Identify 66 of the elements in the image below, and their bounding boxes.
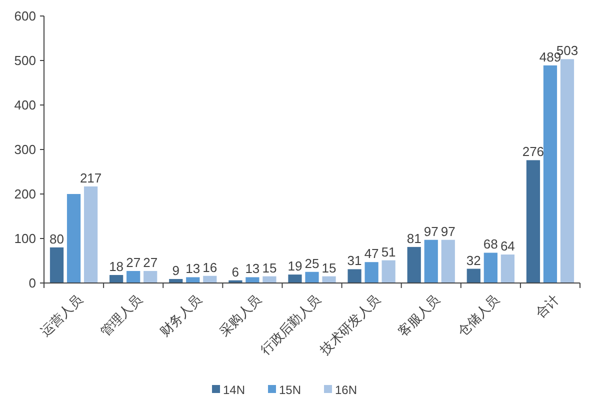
data-label: 276 <box>522 144 544 160</box>
legend-label: 16N <box>335 383 358 398</box>
data-label: 97 <box>424 224 438 239</box>
bar <box>305 272 319 283</box>
data-label: 19 <box>288 258 302 274</box>
bar <box>466 268 480 283</box>
data-label: 15 <box>322 260 336 276</box>
bar <box>203 276 217 283</box>
bar <box>84 186 98 283</box>
data-label: 13 <box>245 261 260 276</box>
data-label: 51 <box>381 244 396 260</box>
data-label: 68 <box>483 236 498 252</box>
data-label: 27 <box>143 254 158 270</box>
x-tick-label: 仓储人员 <box>454 292 502 340</box>
bar <box>441 240 455 283</box>
data-label: 9 <box>172 262 180 278</box>
data-label: 27 <box>126 254 141 270</box>
data-label: 31 <box>347 253 362 268</box>
data-label: 18 <box>109 258 124 274</box>
bar <box>110 274 124 283</box>
data-label: 25 <box>304 256 320 271</box>
data-label: 32 <box>466 252 481 268</box>
bar <box>288 274 302 283</box>
bar <box>262 276 276 283</box>
data-label: 80 <box>50 231 64 246</box>
x-tick-label: 管理人员 <box>97 292 145 340</box>
y-tick-label: 100 <box>14 231 36 246</box>
bar <box>322 276 336 283</box>
bar <box>66 194 81 283</box>
bar <box>560 59 574 283</box>
bar <box>348 269 362 283</box>
legend-label: 15N <box>279 383 302 398</box>
x-tick-label: 财务人员 <box>156 292 204 340</box>
bar <box>186 277 200 283</box>
x-tick-label: 采购人员 <box>216 292 264 340</box>
bar <box>126 270 140 283</box>
bar <box>144 270 158 283</box>
data-label: 97 <box>440 224 456 239</box>
bar <box>526 160 540 283</box>
x-tick-label: 客服人员 <box>395 292 442 340</box>
data-label: 6 <box>232 264 240 280</box>
y-tick-label: 400 <box>14 98 36 113</box>
y-tick-label: 200 <box>14 186 36 202</box>
data-label: 47 <box>364 246 379 262</box>
bar <box>364 262 378 283</box>
data-label: 15 <box>262 260 277 276</box>
y-tick-label: 300 <box>14 142 36 158</box>
data-label: 16 <box>202 260 218 275</box>
y-tick-label: 600 <box>14 8 36 24</box>
data-label: 81 <box>406 230 422 246</box>
legend-label: 14N <box>223 383 246 398</box>
x-tick-label: 合计 <box>532 292 562 321</box>
x-tick-label: 运营人员 <box>38 292 86 340</box>
data-label: 13 <box>186 261 200 276</box>
bar <box>484 252 498 283</box>
bar <box>424 240 438 283</box>
data-label: 64 <box>500 238 515 254</box>
bar <box>407 246 421 283</box>
bar <box>382 260 396 283</box>
data-label: 217 <box>80 170 102 186</box>
bar <box>500 254 514 283</box>
y-tick-label: 0 <box>28 276 36 291</box>
y-tick-label: 500 <box>14 53 36 68</box>
bar <box>50 247 64 283</box>
bar <box>543 65 558 283</box>
bar <box>246 277 260 283</box>
